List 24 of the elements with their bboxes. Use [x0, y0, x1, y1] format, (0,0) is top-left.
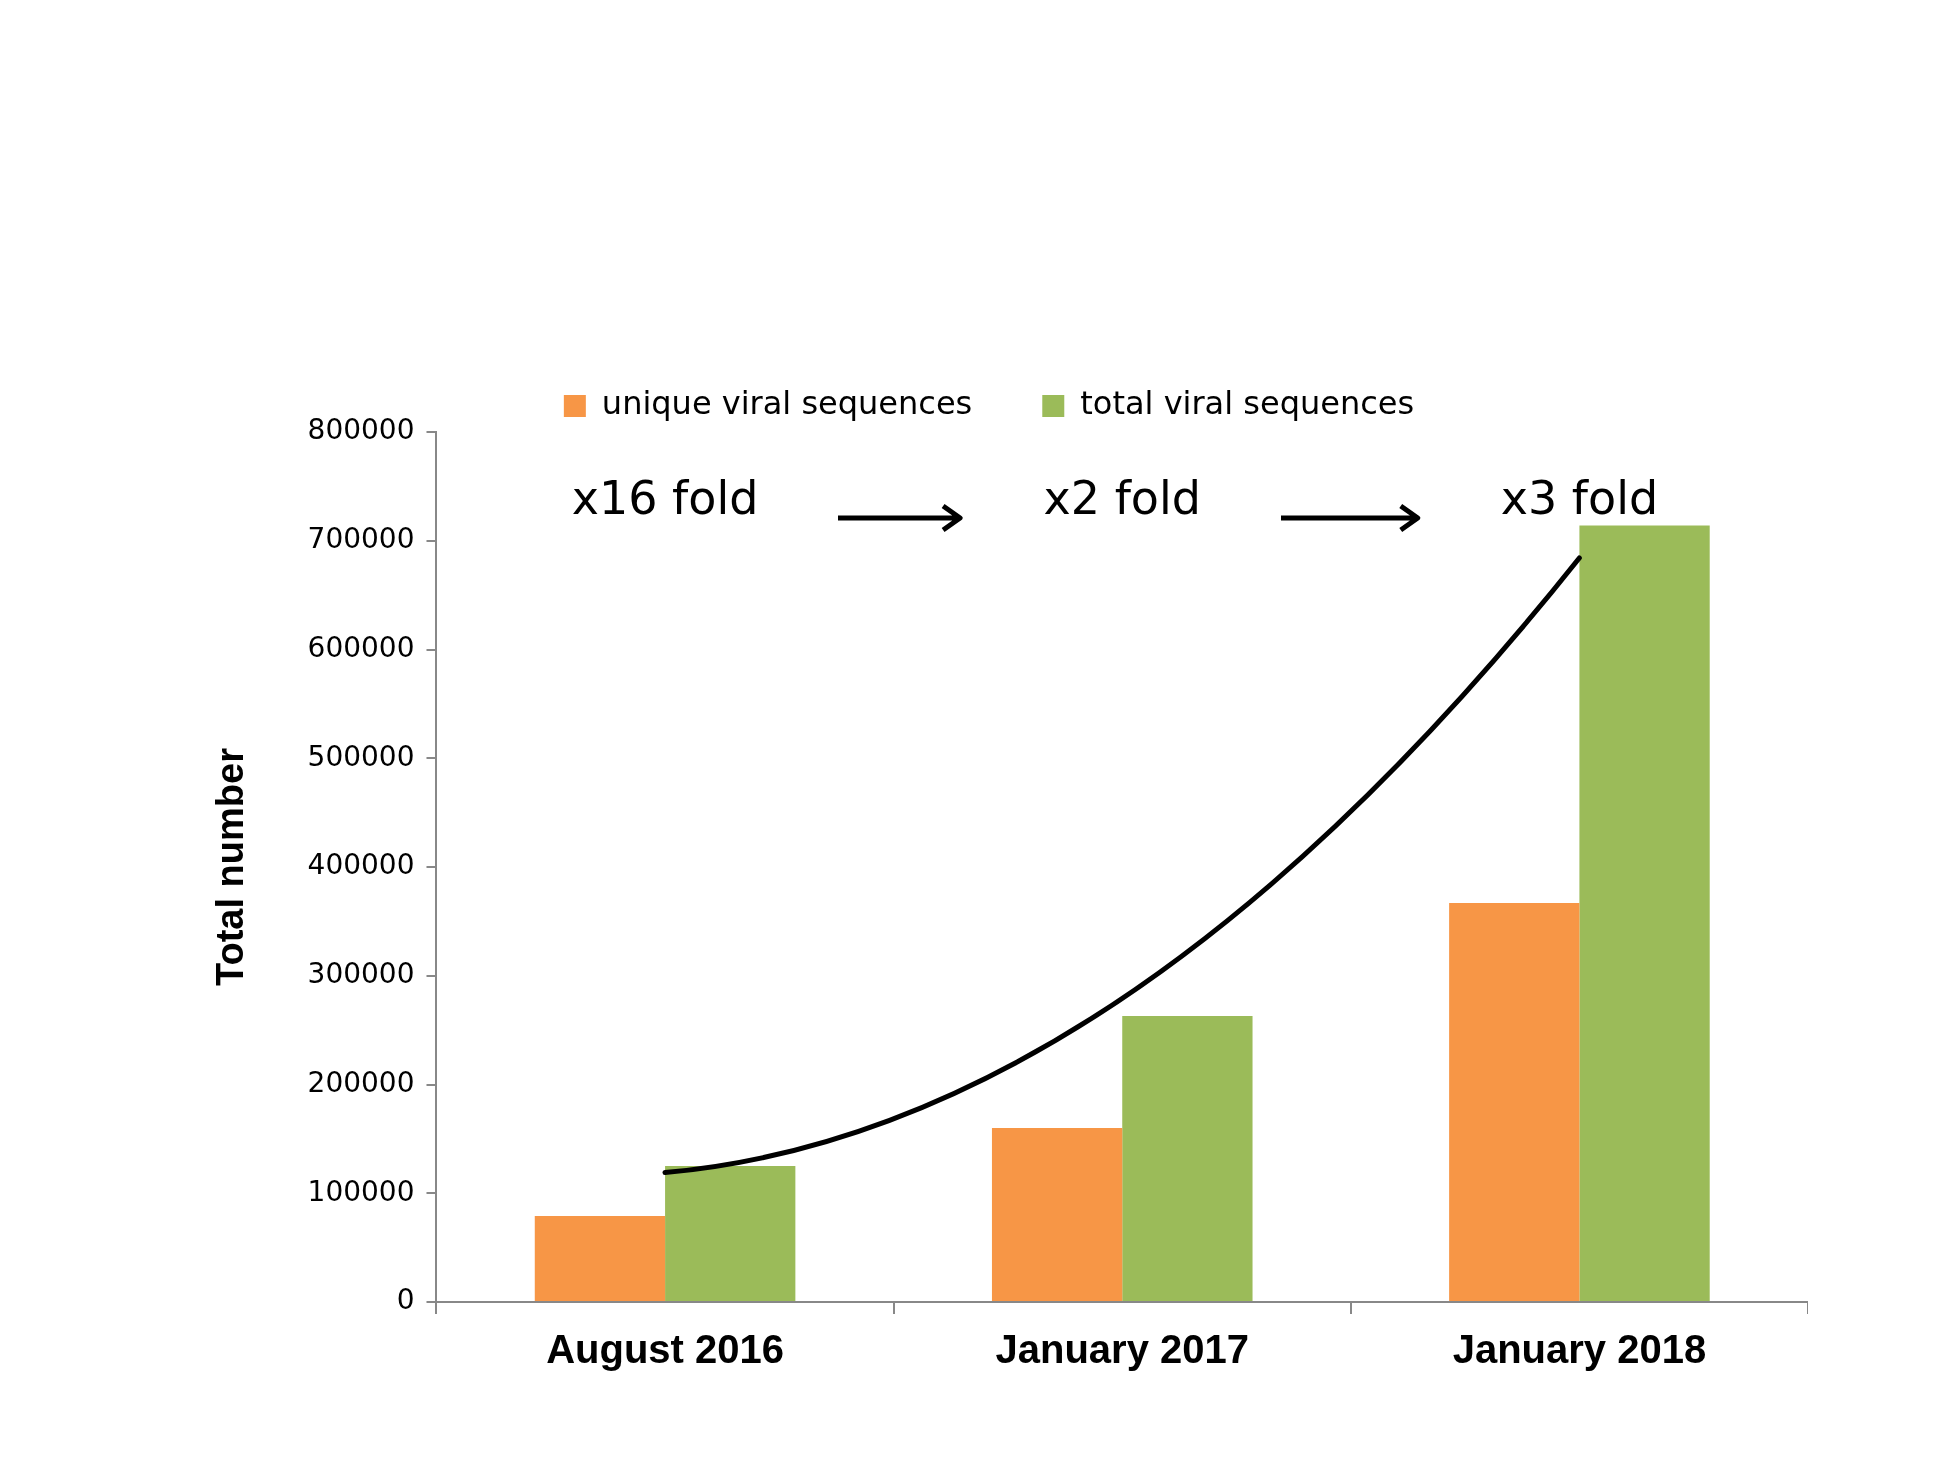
annotation: x16 fold	[571, 470, 759, 525]
y-tick-label: 700000	[307, 522, 415, 556]
bar	[1579, 525, 1710, 1301]
bar	[1122, 1015, 1253, 1301]
bar	[534, 1216, 666, 1301]
y-tick-label: 0	[396, 1283, 415, 1317]
y-tick-label: 400000	[307, 848, 415, 882]
y-tick-label: 800000	[307, 413, 415, 447]
y-axis-title: Total number	[209, 747, 252, 986]
y-tick-label: 100000	[307, 1174, 415, 1208]
bar	[665, 1166, 796, 1301]
legend-label: total viral sequences	[1080, 384, 1415, 423]
x-tick-label: January 2018	[1452, 1327, 1707, 1372]
bar	[1449, 902, 1580, 1301]
legend-label: unique viral sequences	[601, 384, 973, 423]
annotation: x3 fold	[1500, 470, 1659, 525]
y-tick-label: 300000	[307, 957, 415, 991]
x-tick-label: August 2016	[546, 1327, 784, 1372]
annotation: x2 fold	[1043, 470, 1201, 525]
y-tick-label: 500000	[307, 739, 415, 773]
y-tick-label: 200000	[307, 1065, 415, 1099]
bar	[991, 1128, 1123, 1301]
y-tick-label: 600000	[307, 630, 415, 664]
x-tick-label: January 2017	[995, 1327, 1249, 1372]
